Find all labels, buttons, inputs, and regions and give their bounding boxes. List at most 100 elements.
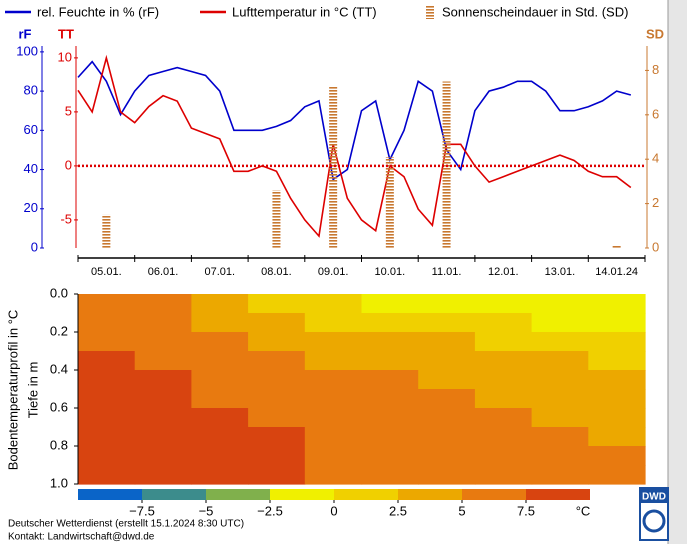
heat-cell: [361, 294, 419, 314]
colorbar-label: 7.5: [517, 503, 535, 518]
heat-cell: [248, 427, 306, 447]
heat-cell: [78, 389, 136, 409]
heat-cell: [248, 351, 306, 371]
colorbar-segment: [462, 489, 526, 500]
heat-cell: [361, 446, 419, 466]
y-label: Tiefe in m: [25, 362, 40, 419]
y-tick-label: 0.0: [50, 285, 68, 300]
heat-cell: [474, 313, 533, 333]
heat-cell: [361, 465, 419, 485]
heat-cell: [588, 313, 646, 333]
colorbar-segment: [398, 489, 462, 500]
heat-cell: [531, 427, 589, 447]
sunshine-bar: [329, 85, 338, 248]
heat-cell: [191, 332, 249, 352]
sunshine-bar: [385, 156, 394, 248]
heat-cell: [134, 465, 192, 485]
heat-cell: [248, 408, 306, 428]
series-line: [77, 54, 632, 238]
heat-cell: [304, 465, 363, 485]
colorbar-segment: [334, 489, 398, 500]
y-tick-label: 40: [24, 161, 38, 176]
heat-cell: [588, 465, 646, 485]
x-tick-label: 10.01.: [375, 266, 406, 278]
heat-cell: [134, 427, 192, 447]
colorbar-segment: [78, 489, 142, 500]
heat-cell: [474, 370, 533, 390]
heat-cell: [304, 446, 363, 466]
heat-cell: [531, 294, 589, 314]
heat-cell: [361, 351, 419, 371]
x-tick-label: 06.01.: [148, 266, 179, 278]
sunshine-bar: [102, 214, 111, 248]
heat-cell: [531, 408, 589, 428]
x-tick-label: 07.01.: [204, 266, 235, 278]
logo-swirl: [642, 509, 666, 533]
colorbar-label: −7.5: [129, 503, 155, 518]
heat-cell: [191, 313, 249, 333]
x-tick-label: 11.01.: [432, 266, 462, 278]
heat-cell: [418, 294, 476, 314]
heat-cell: [248, 313, 306, 333]
heat-cell: [134, 294, 192, 314]
y3-tick-label: 8: [652, 62, 659, 77]
heat-cell: [418, 408, 476, 428]
x-tick-label: 13.01.: [545, 266, 576, 278]
legend-label: Lufttemperatur in °C (TT): [232, 4, 377, 19]
sunshine-bar: [272, 190, 281, 248]
colorbar-label: 5: [458, 503, 465, 518]
y-label: Bodentemperaturprofil in °C: [5, 310, 20, 471]
heat-cell: [418, 332, 476, 352]
logo-band: [641, 489, 667, 503]
y-tick-label: 0: [31, 239, 38, 254]
heat-cell: [304, 370, 363, 390]
heat-cell: [78, 332, 136, 352]
x-tick-label: 12.01.: [488, 266, 519, 278]
x-tick-label: 09.01.: [318, 266, 349, 278]
axis-name: TT: [58, 26, 74, 41]
heat-cell: [191, 446, 249, 466]
heat-cell: [191, 351, 249, 371]
heat-cell: [418, 465, 476, 485]
colorbar-segment: [206, 489, 270, 500]
heat-cell: [531, 313, 589, 333]
heat-cell: [304, 294, 363, 314]
heat-cell: [588, 408, 646, 428]
heat-cell: [531, 465, 589, 485]
axis-name: rF: [19, 26, 32, 41]
heat-cell: [304, 408, 363, 428]
y3-tick-label: 4: [652, 151, 659, 166]
footer: Kontakt: Landwirtschaft@dwd.de: [8, 532, 155, 543]
heat-cell: [531, 351, 589, 371]
colorbar-label: 0: [330, 503, 337, 518]
series-line: [77, 60, 632, 181]
heat-cell: [78, 446, 136, 466]
heat-cell: [474, 427, 533, 447]
heat-cell: [361, 313, 419, 333]
y-tick-label: 20: [24, 200, 38, 215]
y-tick-label: 100: [16, 43, 38, 58]
y2-tick-label: -5: [60, 211, 72, 226]
heat-cell: [361, 427, 419, 447]
heat-cell: [588, 351, 646, 371]
heat-cell: [304, 351, 363, 371]
heat-cell: [361, 408, 419, 428]
y3-tick-label: 2: [652, 195, 659, 210]
y2-tick-label: 0: [65, 157, 72, 172]
heat-cell: [531, 389, 589, 409]
heat-cell: [361, 389, 419, 409]
colorbar-segment: [270, 489, 334, 500]
y-tick-label: 1.0: [50, 475, 68, 490]
footer: Deutscher Wetterdienst (erstellt 15.1.20…: [8, 519, 244, 530]
heat-cell: [474, 408, 533, 428]
y3-tick-label: 0: [652, 239, 659, 254]
heat-cell: [418, 389, 476, 409]
heat-cell: [191, 370, 249, 390]
heat-cell: [78, 351, 136, 371]
y-tick-label: 0.4: [50, 361, 68, 376]
heat-cell: [531, 446, 589, 466]
heat-cell: [134, 446, 192, 466]
y3-tick-label: 6: [652, 106, 659, 121]
x-tick-label: 14.01.24: [595, 266, 638, 278]
heat-cell: [361, 332, 419, 352]
